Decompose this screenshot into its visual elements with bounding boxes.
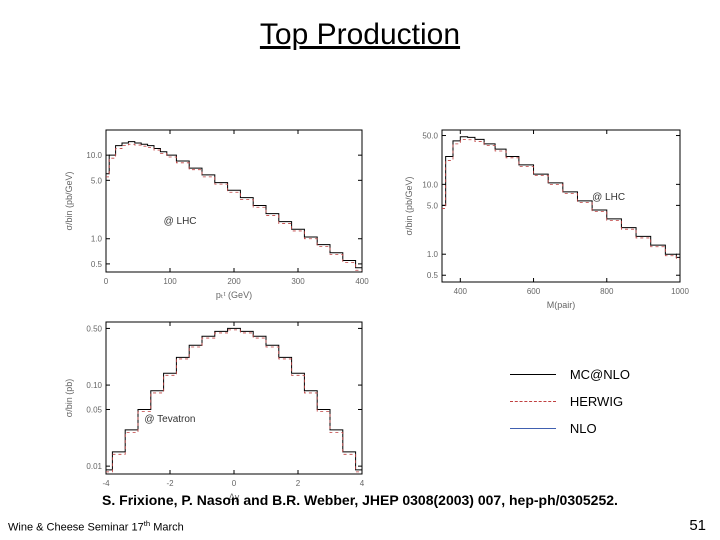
- chart-dy: -4-20240.010.050.100.50Δyσ/bin (pb)@ Tev…: [60, 314, 370, 504]
- svg-text:300: 300: [291, 277, 305, 286]
- svg-text:400: 400: [454, 287, 468, 296]
- svg-text:1.0: 1.0: [91, 235, 103, 244]
- legend-label: HERWIG: [570, 394, 623, 409]
- legend-row: NLO: [510, 421, 630, 436]
- chart-pt: 0 100 200 300 400 0.5 1.0 5.0 10.0 pₜᵗ (GeV) σ/bin…: [60, 122, 370, 302]
- svg-text:2: 2: [296, 479, 301, 488]
- svg-text:5.0: 5.0: [427, 201, 439, 210]
- legend-swatch: [510, 428, 556, 429]
- svg-text:100: 100: [163, 277, 177, 286]
- svg-text:0.5: 0.5: [427, 271, 439, 280]
- svg-text:0: 0: [104, 277, 109, 286]
- svg-text:0.01: 0.01: [86, 462, 102, 471]
- svg-text:800: 800: [600, 287, 614, 296]
- legend-label: MC@NLO: [570, 367, 630, 382]
- charts-area: 0 100 200 300 400 0.5 1.0 5.0 10.0 pₜᵗ (GeV) σ/bin…: [0, 52, 720, 452]
- svg-text:1000: 1000: [671, 287, 689, 296]
- svg-text:σ/bin (pb/GeV): σ/bin (pb/GeV): [404, 176, 414, 235]
- svg-text:@ LHC: @ LHC: [164, 216, 197, 227]
- svg-text:σ/bin (pb/GeV): σ/bin (pb/GeV): [64, 171, 74, 230]
- svg-text:-2: -2: [166, 479, 174, 488]
- page-title: Top Production: [0, 0, 720, 52]
- svg-text:10.0: 10.0: [86, 151, 102, 160]
- svg-text:5.0: 5.0: [91, 176, 103, 185]
- svg-text:0: 0: [232, 479, 237, 488]
- svg-text:0.5: 0.5: [91, 260, 103, 269]
- legend-swatch: [510, 374, 556, 375]
- svg-text:50.0: 50.0: [422, 132, 438, 141]
- page-number: 51: [689, 517, 706, 534]
- svg-text:0.50: 0.50: [86, 324, 102, 333]
- svg-text:600: 600: [527, 287, 541, 296]
- legend-label: NLO: [570, 421, 597, 436]
- svg-text:10.0: 10.0: [422, 180, 438, 189]
- legend-swatch: [510, 401, 556, 402]
- footer-text-c: March: [150, 522, 184, 534]
- svg-text:σ/bin (pb): σ/bin (pb): [64, 379, 74, 418]
- svg-text:@ LHC: @ LHC: [592, 192, 625, 203]
- legend-row: HERWIG: [510, 394, 630, 409]
- svg-text:-4: -4: [102, 479, 110, 488]
- svg-text:pₜᵗ (GeV): pₜᵗ (GeV): [216, 290, 252, 300]
- svg-text:200: 200: [227, 277, 241, 286]
- svg-text:1.0: 1.0: [427, 250, 439, 259]
- svg-text:400: 400: [355, 277, 369, 286]
- legend-row: MC@NLO: [510, 367, 630, 382]
- svg-text:0.05: 0.05: [86, 405, 102, 414]
- svg-text:@ Tevatron: @ Tevatron: [144, 414, 195, 425]
- svg-text:M(pair): M(pair): [547, 300, 576, 310]
- footer-text-a: Wine & Cheese Seminar 17: [8, 522, 144, 534]
- citation: S. Frixione, P. Nason and B.R. Webber, J…: [0, 492, 720, 508]
- footer-left: Wine & Cheese Seminar 17th March: [8, 519, 184, 534]
- svg-text:0.10: 0.10: [86, 381, 102, 390]
- legend: MC@NLO HERWIG NLO: [510, 367, 630, 448]
- chart-mass: 400 600 800 1000 0.5 1.0 5.0 10.0 50.0 M(pair) σ/b…: [400, 122, 690, 312]
- svg-text:4: 4: [360, 479, 365, 488]
